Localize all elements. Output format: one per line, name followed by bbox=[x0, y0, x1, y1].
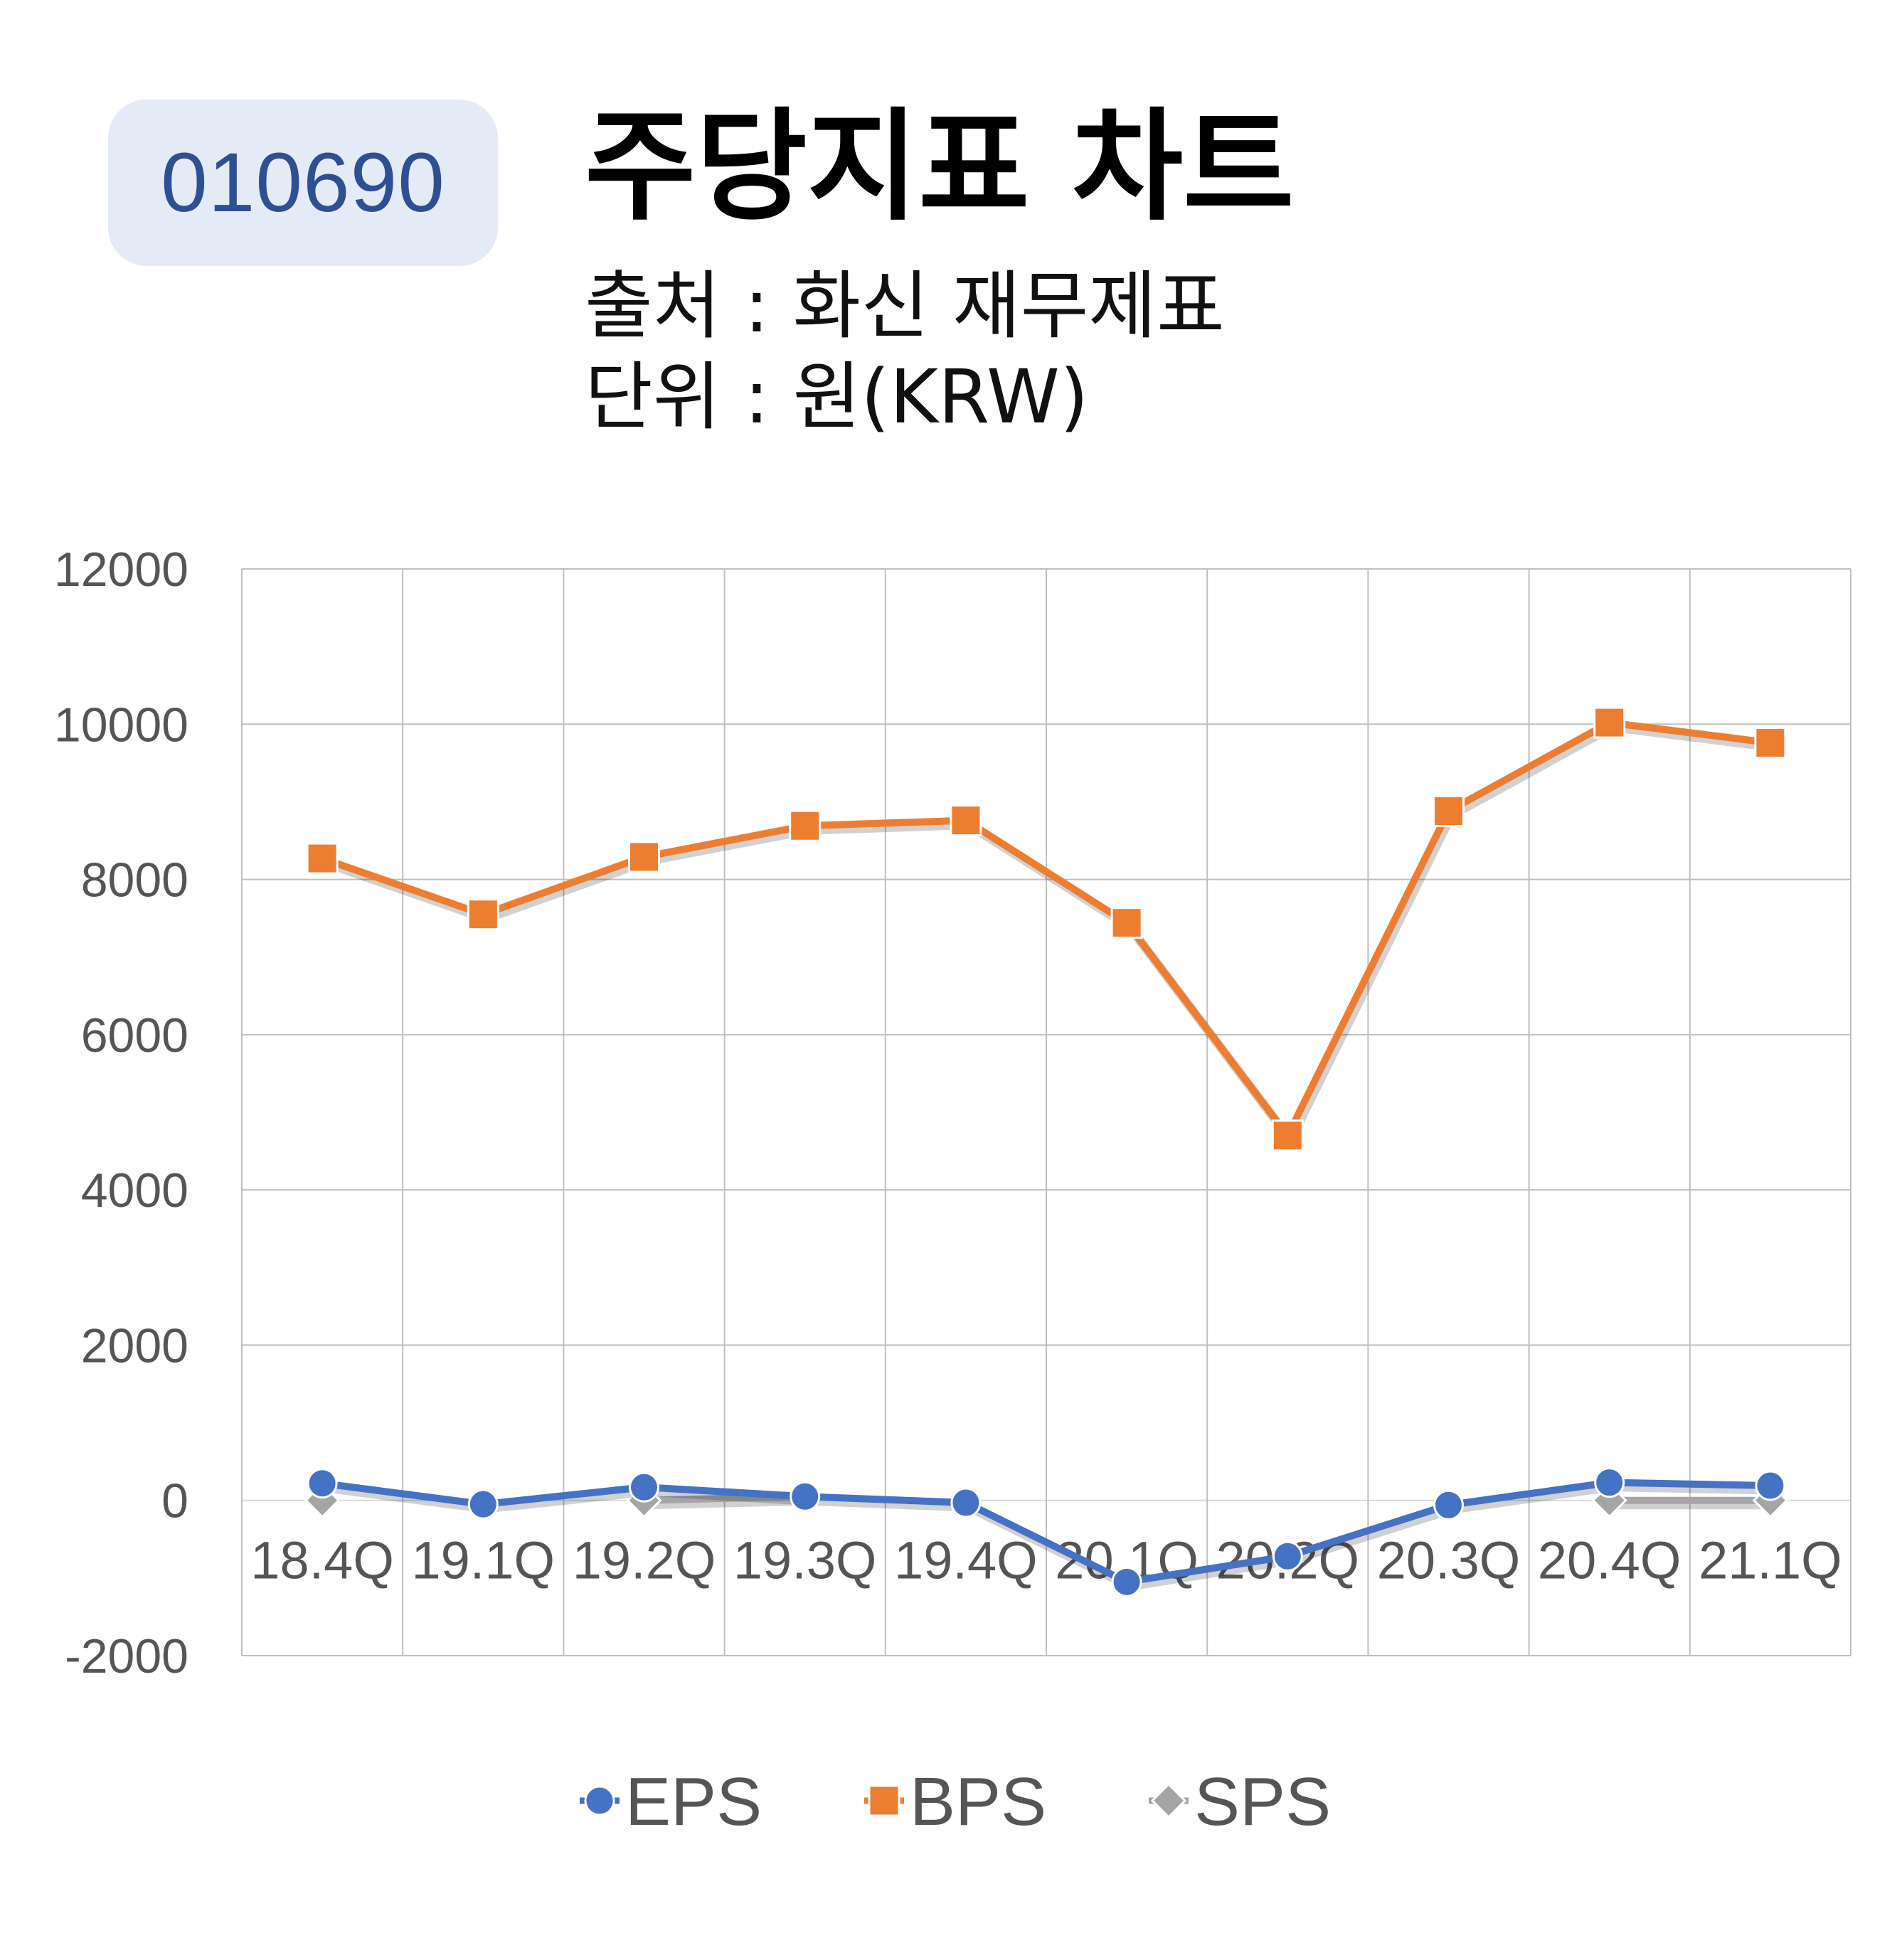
data-point bbox=[1433, 1489, 1464, 1520]
legend-marker bbox=[1150, 1782, 1187, 1819]
y-tick-label: 2000 bbox=[81, 1319, 188, 1373]
legend-marker bbox=[868, 1784, 900, 1817]
y-tick-label: 6000 bbox=[81, 1008, 188, 1062]
data-point bbox=[1754, 726, 1787, 759]
data-point bbox=[628, 841, 660, 873]
ticker-code: 010690 bbox=[161, 136, 445, 230]
series-bps bbox=[306, 706, 1787, 1152]
y-tick-label: -2000 bbox=[65, 1629, 188, 1683]
series-line bbox=[319, 1479, 1774, 1586]
data-point bbox=[1110, 907, 1143, 939]
data-point bbox=[950, 1487, 982, 1518]
line-shadow bbox=[647, 1496, 808, 1510]
data-point bbox=[1594, 1467, 1625, 1498]
y-tick-label: 0 bbox=[161, 1474, 188, 1528]
data-point bbox=[1271, 1119, 1304, 1152]
data-point bbox=[1272, 1540, 1303, 1572]
data-point bbox=[467, 1488, 499, 1520]
data-point bbox=[467, 898, 499, 931]
legend-label: BPS bbox=[910, 1764, 1046, 1840]
data-point bbox=[1593, 706, 1626, 739]
data-point bbox=[629, 1471, 659, 1503]
legend-marker bbox=[584, 1785, 615, 1816]
x-tick-label: 19.2Q bbox=[573, 1531, 716, 1590]
data-point bbox=[1755, 1470, 1786, 1501]
data-point bbox=[950, 804, 982, 837]
legend-item-bps: BPS bbox=[864, 1764, 1046, 1840]
unit-note: 단위 : 원(KRW) bbox=[585, 353, 1089, 440]
source-note: 출처 : 화신 재무제표 bbox=[585, 262, 1225, 349]
ticker-badge: 010690 bbox=[108, 100, 498, 266]
legend-item-sps: SPS bbox=[1149, 1764, 1331, 1840]
x-tick-label: 19.1Q bbox=[412, 1531, 556, 1590]
x-tick-label: 19.3Q bbox=[733, 1531, 877, 1590]
chart-title: 주당지표 차트 bbox=[585, 97, 1295, 238]
series-line bbox=[319, 719, 1774, 1139]
legend-item-eps: EPS bbox=[580, 1764, 762, 1840]
y-tick-label: 12000 bbox=[54, 543, 188, 597]
x-tick-label: 20.3Q bbox=[1377, 1531, 1521, 1590]
y-tick-label: 8000 bbox=[81, 853, 188, 907]
series-eps bbox=[307, 1467, 1786, 1597]
x-tick-label: 19.4Q bbox=[894, 1531, 1038, 1590]
y-tick-label: 10000 bbox=[54, 698, 188, 752]
legend-label: EPS bbox=[625, 1764, 762, 1840]
x-tick-label: 21.1Q bbox=[1699, 1531, 1842, 1590]
x-tick-label: 20.4Q bbox=[1538, 1531, 1681, 1590]
data-point bbox=[790, 1481, 821, 1512]
data-point bbox=[306, 842, 339, 875]
x-tick-label: 18.4Q bbox=[250, 1531, 394, 1590]
data-point bbox=[1111, 1566, 1142, 1597]
data-point bbox=[789, 809, 822, 842]
y-tick-label: 4000 bbox=[81, 1163, 188, 1218]
data-point bbox=[307, 1468, 338, 1499]
legend-label: SPS bbox=[1194, 1764, 1331, 1840]
line-shadow bbox=[323, 722, 1774, 1145]
data-point bbox=[1433, 795, 1465, 828]
